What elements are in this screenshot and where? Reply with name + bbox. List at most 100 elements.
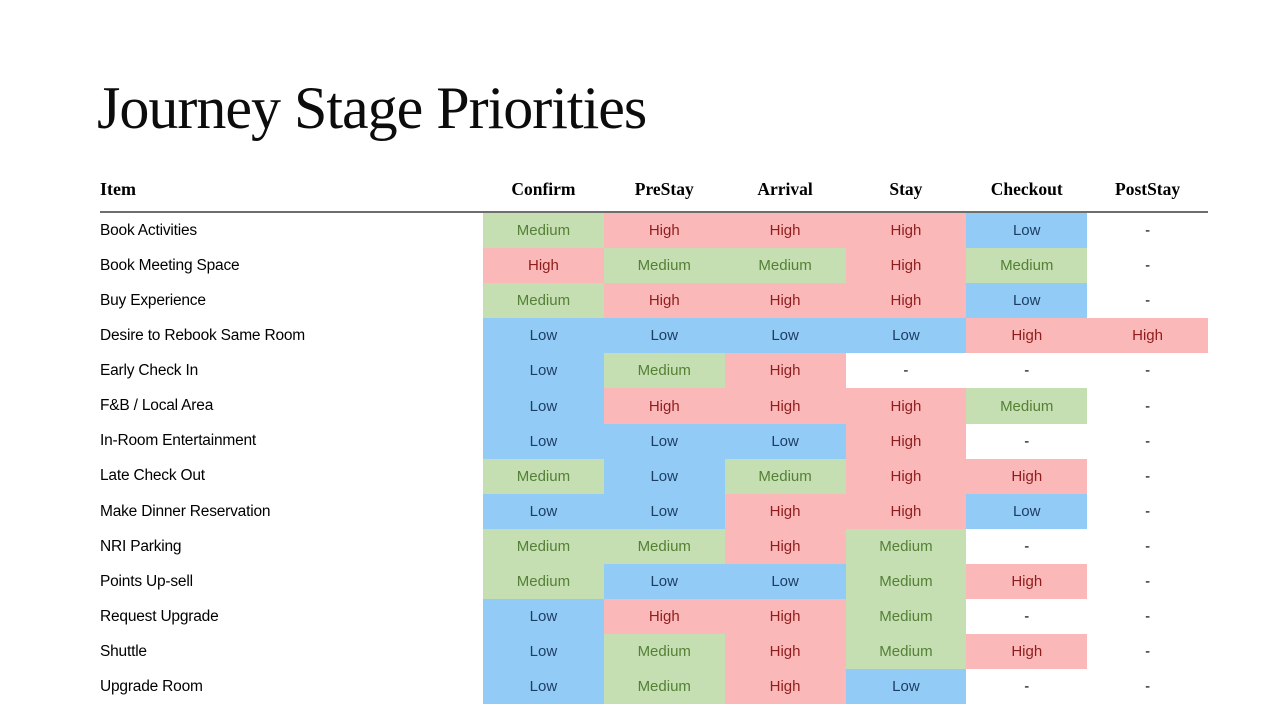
column-header-poststay: PostStay bbox=[1115, 178, 1181, 199]
priority-cell: Medium bbox=[845, 563, 967, 600]
table-row: Early Check In Low Medium High - - - bbox=[100, 353, 1208, 389]
priority-cell: Medium bbox=[483, 563, 604, 600]
priority-cell: - bbox=[1087, 528, 1208, 564]
priority-cell: - bbox=[1087, 388, 1208, 424]
item-label: F&B / Local Area bbox=[100, 388, 483, 424]
item-label: Shuttle bbox=[100, 634, 483, 670]
column-header-item: Item bbox=[100, 178, 136, 199]
priority-cell: High bbox=[845, 283, 967, 319]
item-label: Make Dinner Reservation bbox=[100, 493, 483, 529]
priority-cell: High bbox=[603, 213, 725, 249]
column-header-confirm: Confirm bbox=[511, 178, 576, 199]
priority-cell: High bbox=[845, 248, 967, 284]
priority-cell: High bbox=[724, 353, 846, 389]
priority-cell: Low bbox=[483, 353, 604, 389]
item-label: Early Check In bbox=[100, 353, 483, 389]
table-row: NRI Parking Medium Medium High Medium - - bbox=[100, 528, 1208, 564]
column-header-prestay: PreStay bbox=[634, 178, 694, 199]
priority-cell: - bbox=[966, 423, 1088, 459]
priority-cell: Low bbox=[724, 423, 846, 459]
priority-cell: - bbox=[966, 353, 1088, 389]
priority-cell: - bbox=[1087, 669, 1208, 705]
priority-cell: Low bbox=[724, 318, 846, 354]
item-label: Upgrade Room bbox=[100, 669, 483, 705]
priority-cell: High bbox=[966, 458, 1088, 494]
table-row: Shuttle Low Medium High Medium High - bbox=[100, 634, 1208, 670]
table-row: Book Activities Medium High High High Low - bbox=[100, 213, 1208, 249]
priority-cell: Low bbox=[483, 599, 604, 635]
table-row: In-Room Entertainment Low Low Low High - - bbox=[100, 423, 1208, 459]
priority-cell: - bbox=[966, 669, 1088, 705]
priority-cell: Medium bbox=[966, 388, 1088, 424]
priority-cell: High bbox=[603, 599, 725, 635]
priority-cell: Medium bbox=[603, 528, 725, 564]
priority-cell: High bbox=[724, 493, 846, 529]
priority-cell: High bbox=[845, 213, 967, 249]
priority-cell: - bbox=[1087, 213, 1208, 249]
priority-cell: Medium bbox=[845, 599, 967, 635]
priority-cell: - bbox=[1087, 634, 1208, 670]
priority-cell: Low bbox=[483, 669, 604, 705]
priority-cell: - bbox=[966, 599, 1088, 635]
table-row: Desire to Rebook Same Room Low Low Low Low Hi… bbox=[100, 318, 1208, 354]
priority-cell: Medium bbox=[845, 634, 967, 670]
priority-cell: Low bbox=[966, 283, 1088, 319]
priority-cell: High bbox=[966, 318, 1088, 354]
table-row: Upgrade Room Low Medium High Low - - bbox=[100, 669, 1208, 705]
priority-cell: Low bbox=[483, 634, 604, 670]
priority-cell: Medium bbox=[724, 248, 846, 284]
table-row: Make Dinner Reservation Low Low High High Low… bbox=[100, 493, 1208, 529]
priority-cell: Medium bbox=[845, 528, 967, 564]
priority-cell: - bbox=[1087, 283, 1208, 319]
priority-cell: High bbox=[483, 248, 604, 284]
priority-cell: Medium bbox=[483, 528, 604, 564]
priority-cell: - bbox=[1087, 458, 1208, 494]
table-row: Request Upgrade Low High High Medium - - bbox=[100, 599, 1208, 635]
priority-cell: Low bbox=[483, 493, 604, 529]
priority-cell: High bbox=[724, 669, 846, 705]
priority-cell: High bbox=[603, 283, 725, 319]
priority-cell: Low bbox=[603, 318, 725, 354]
item-label: Book Activities bbox=[100, 213, 483, 249]
table-row: Book Meeting Space High Medium Medium High Me… bbox=[100, 248, 1208, 284]
priority-cell: - bbox=[966, 528, 1088, 564]
priority-cell: Low bbox=[603, 458, 725, 494]
priority-cell: Low bbox=[483, 423, 604, 459]
priority-cell: Low bbox=[603, 563, 725, 600]
priority-cell: - bbox=[845, 353, 967, 389]
priority-cell: - bbox=[1087, 493, 1208, 529]
priority-cell: Low bbox=[845, 669, 967, 705]
priority-cell: High bbox=[724, 528, 846, 564]
priority-cell: - bbox=[1087, 563, 1208, 600]
priority-cell: Medium bbox=[483, 213, 604, 249]
table-row: F&B / Local Area Low High High High Medium - bbox=[100, 388, 1208, 424]
item-label: Late Check Out bbox=[100, 458, 483, 494]
priority-cell: Low bbox=[603, 493, 725, 529]
column-header-stay: Stay bbox=[889, 178, 923, 199]
priority-cell: Low bbox=[966, 213, 1088, 249]
priority-cell: High bbox=[845, 423, 967, 459]
journey-stage-table: Item Confirm PreStay Arrival Stay Checko… bbox=[100, 167, 1208, 705]
priority-cell: Medium bbox=[603, 248, 725, 284]
priority-cell: Low bbox=[966, 493, 1088, 529]
item-label: NRI Parking bbox=[100, 528, 483, 564]
priority-cell: Medium bbox=[603, 634, 725, 670]
priority-cell: - bbox=[1087, 423, 1208, 459]
table-body: Book Activities Medium High High High Low - Boo… bbox=[100, 213, 1208, 705]
table-row: Points Up-sell Medium Low Low Medium High - bbox=[100, 563, 1208, 600]
priority-cell: High bbox=[845, 493, 967, 529]
priority-cell: Low bbox=[603, 423, 725, 459]
priority-cell: High bbox=[845, 388, 967, 424]
priority-cell: High bbox=[724, 283, 846, 319]
item-label: Desire to Rebook Same Room bbox=[100, 318, 483, 354]
priority-cell: Low bbox=[483, 318, 604, 354]
priority-cell: High bbox=[845, 458, 967, 494]
priority-cell: Medium bbox=[966, 248, 1088, 284]
column-header-checkout: Checkout bbox=[990, 178, 1063, 199]
priority-cell: Medium bbox=[603, 669, 725, 705]
item-label: Points Up-sell bbox=[100, 563, 483, 600]
priority-cell: High bbox=[966, 634, 1088, 670]
item-label: Request Upgrade bbox=[100, 599, 483, 635]
table-row: Late Check Out Medium Low Medium High High - bbox=[100, 458, 1208, 494]
